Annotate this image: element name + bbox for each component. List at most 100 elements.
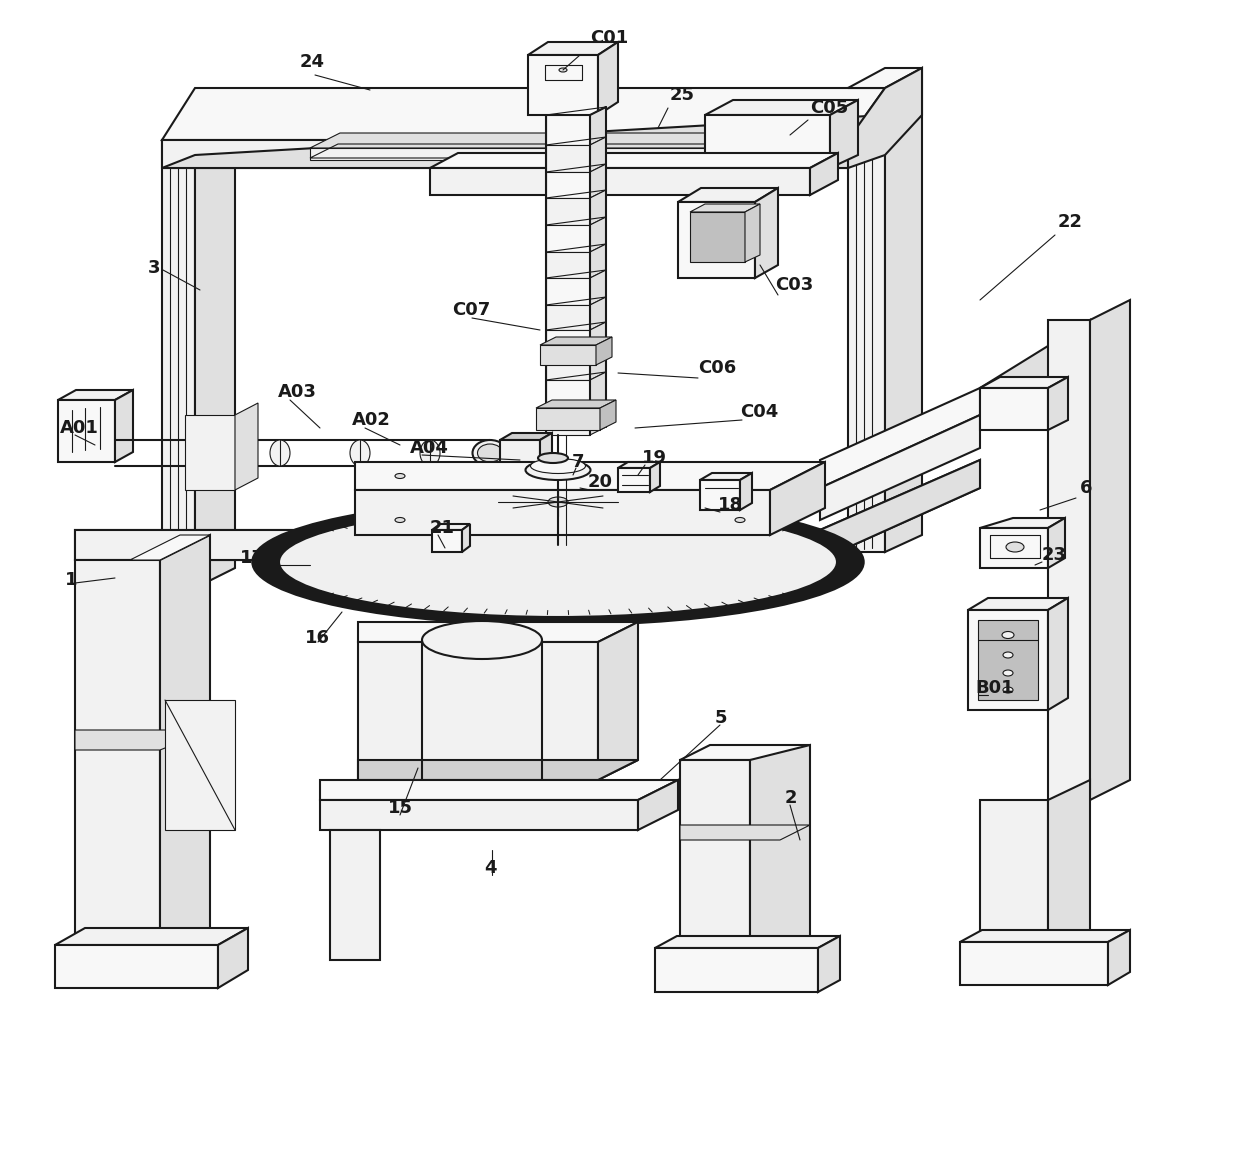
Ellipse shape: [471, 796, 494, 805]
Polygon shape: [1048, 598, 1068, 710]
Polygon shape: [848, 68, 923, 87]
Polygon shape: [539, 337, 613, 345]
Polygon shape: [536, 400, 616, 408]
Ellipse shape: [396, 473, 405, 478]
Polygon shape: [618, 468, 650, 492]
Text: 25: 25: [670, 86, 694, 104]
Polygon shape: [528, 55, 598, 115]
Polygon shape: [528, 42, 618, 55]
Text: 4: 4: [484, 859, 496, 877]
Polygon shape: [162, 115, 885, 168]
Polygon shape: [885, 68, 923, 552]
Polygon shape: [1048, 518, 1065, 568]
Polygon shape: [701, 480, 740, 510]
Polygon shape: [546, 173, 590, 198]
Polygon shape: [980, 518, 1065, 528]
Polygon shape: [820, 415, 980, 520]
Polygon shape: [770, 462, 825, 535]
Text: 22: 22: [1058, 213, 1083, 231]
Polygon shape: [600, 400, 616, 430]
Polygon shape: [546, 278, 590, 305]
Polygon shape: [536, 408, 600, 430]
Polygon shape: [185, 415, 236, 490]
Polygon shape: [500, 440, 539, 468]
Polygon shape: [546, 330, 590, 354]
Polygon shape: [590, 136, 606, 173]
Polygon shape: [590, 217, 606, 252]
Polygon shape: [655, 936, 839, 948]
Text: C01: C01: [590, 29, 629, 47]
Polygon shape: [740, 473, 751, 510]
Polygon shape: [546, 225, 590, 252]
Ellipse shape: [562, 635, 584, 645]
Ellipse shape: [449, 789, 515, 812]
Ellipse shape: [559, 68, 567, 72]
Text: 15: 15: [388, 799, 413, 817]
Ellipse shape: [735, 473, 745, 478]
Ellipse shape: [396, 518, 405, 522]
Polygon shape: [430, 168, 810, 195]
Polygon shape: [706, 115, 830, 168]
Ellipse shape: [557, 634, 589, 649]
Ellipse shape: [422, 621, 542, 659]
Ellipse shape: [548, 497, 568, 507]
Polygon shape: [539, 433, 552, 468]
Text: 3: 3: [148, 259, 160, 278]
Polygon shape: [58, 400, 115, 462]
Polygon shape: [115, 389, 133, 462]
Text: 20: 20: [588, 473, 613, 491]
Text: C03: C03: [775, 276, 813, 294]
Polygon shape: [1109, 930, 1130, 985]
Text: C06: C06: [698, 359, 737, 377]
Polygon shape: [760, 133, 790, 160]
Ellipse shape: [279, 507, 837, 617]
Text: 1: 1: [64, 571, 77, 589]
Polygon shape: [355, 490, 770, 535]
Polygon shape: [236, 403, 258, 490]
Polygon shape: [1090, 300, 1130, 800]
Polygon shape: [546, 252, 590, 278]
Polygon shape: [58, 389, 133, 400]
Polygon shape: [706, 100, 858, 115]
Polygon shape: [432, 524, 470, 531]
Polygon shape: [330, 830, 379, 960]
Polygon shape: [650, 462, 660, 492]
Polygon shape: [598, 42, 618, 115]
Polygon shape: [310, 148, 760, 160]
Polygon shape: [74, 461, 980, 560]
Polygon shape: [463, 524, 470, 552]
Polygon shape: [162, 140, 848, 168]
Polygon shape: [678, 202, 755, 278]
Polygon shape: [745, 204, 760, 262]
Polygon shape: [500, 433, 552, 440]
Polygon shape: [165, 700, 236, 830]
Text: 21: 21: [430, 519, 455, 538]
Text: A04: A04: [410, 440, 449, 457]
Polygon shape: [598, 621, 639, 780]
Polygon shape: [432, 531, 463, 552]
Polygon shape: [130, 535, 210, 560]
Polygon shape: [590, 244, 606, 278]
Polygon shape: [590, 107, 606, 145]
Polygon shape: [430, 153, 838, 168]
Polygon shape: [355, 462, 825, 490]
Ellipse shape: [422, 781, 542, 819]
Polygon shape: [590, 402, 606, 435]
Ellipse shape: [1003, 652, 1013, 658]
Polygon shape: [320, 800, 639, 830]
Polygon shape: [978, 620, 1038, 700]
Text: 19: 19: [642, 449, 667, 468]
Ellipse shape: [350, 440, 370, 466]
Polygon shape: [590, 372, 606, 410]
Polygon shape: [358, 621, 639, 642]
Polygon shape: [310, 133, 790, 148]
Ellipse shape: [253, 499, 863, 625]
Text: 23: 23: [1042, 546, 1066, 564]
Polygon shape: [960, 942, 1109, 985]
Ellipse shape: [1003, 670, 1013, 676]
Polygon shape: [590, 271, 606, 305]
Polygon shape: [55, 928, 248, 944]
Polygon shape: [980, 800, 1048, 960]
Polygon shape: [590, 190, 606, 225]
Text: C05: C05: [810, 99, 848, 117]
